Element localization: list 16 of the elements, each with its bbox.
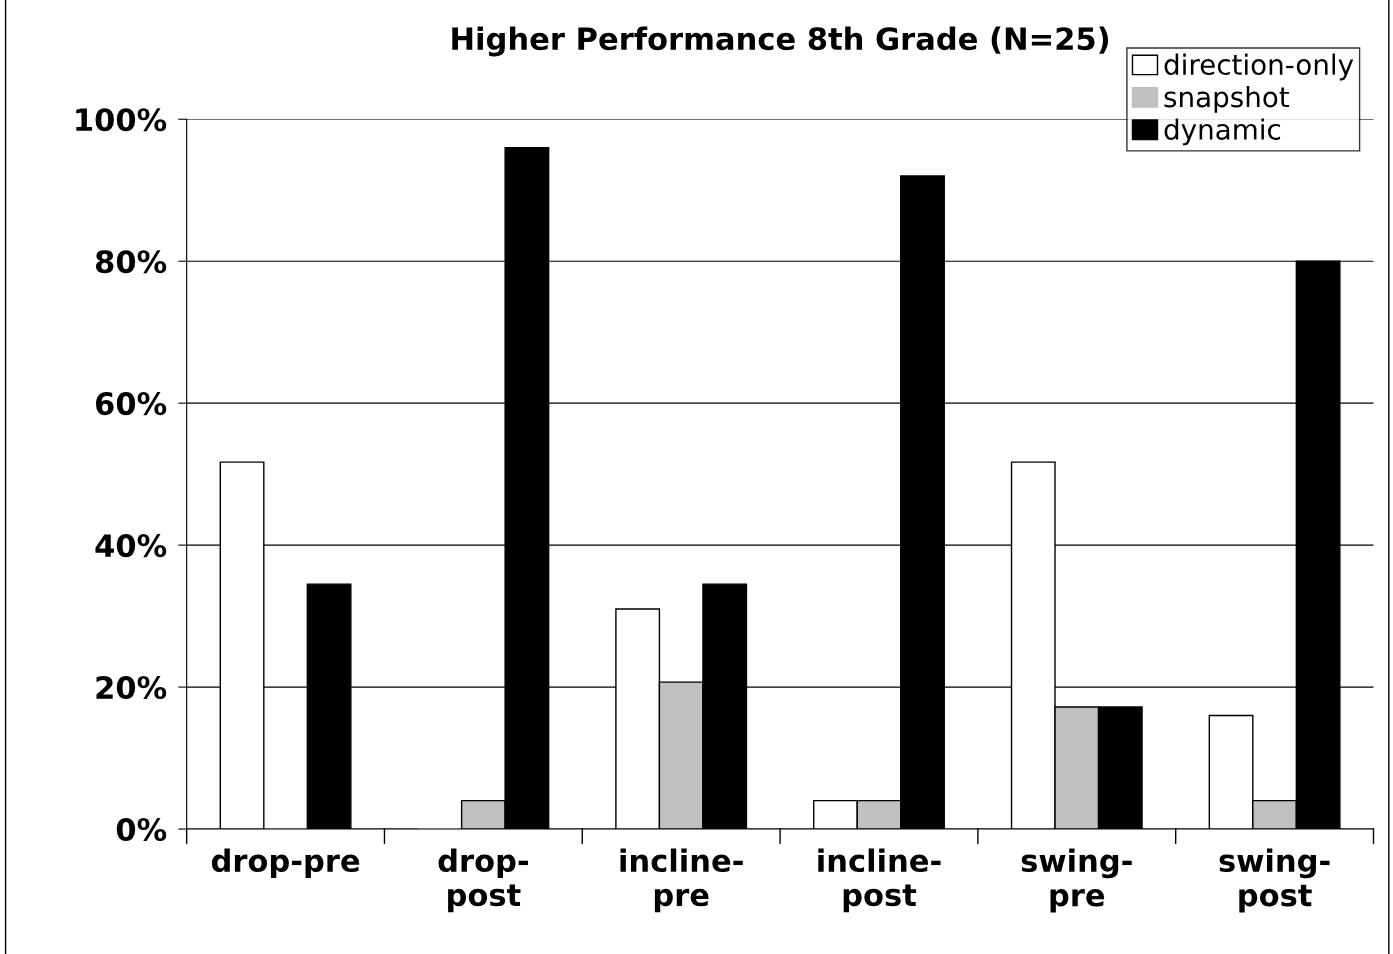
y-tick-label: 80%: [95, 250, 167, 274]
x-tick-label: incline- post: [818, 848, 941, 913]
x-tick-label: incline- pre: [620, 848, 743, 913]
chart-title: Higher Performance 8th Grade (N=25): [452, 26, 1109, 57]
y-tick-label: 60%: [95, 392, 167, 416]
y-tick-label: 20%: [96, 676, 167, 700]
legend-label: snapshot: [1164, 85, 1290, 113]
y-tick-label: 40%: [95, 534, 167, 558]
y-tick-label: 0%: [116, 817, 167, 842]
legend-label: dynamic: [1164, 118, 1281, 146]
x-tick-label: swing- post: [1219, 848, 1330, 913]
legend-label: direction-only: [1164, 53, 1354, 81]
x-tick-label: swing- pre: [1021, 848, 1132, 913]
x-tick-label: drop- post: [438, 848, 528, 913]
y-tick-label: 100%: [76, 108, 167, 132]
x-tick-label: drop-pre: [211, 848, 360, 879]
